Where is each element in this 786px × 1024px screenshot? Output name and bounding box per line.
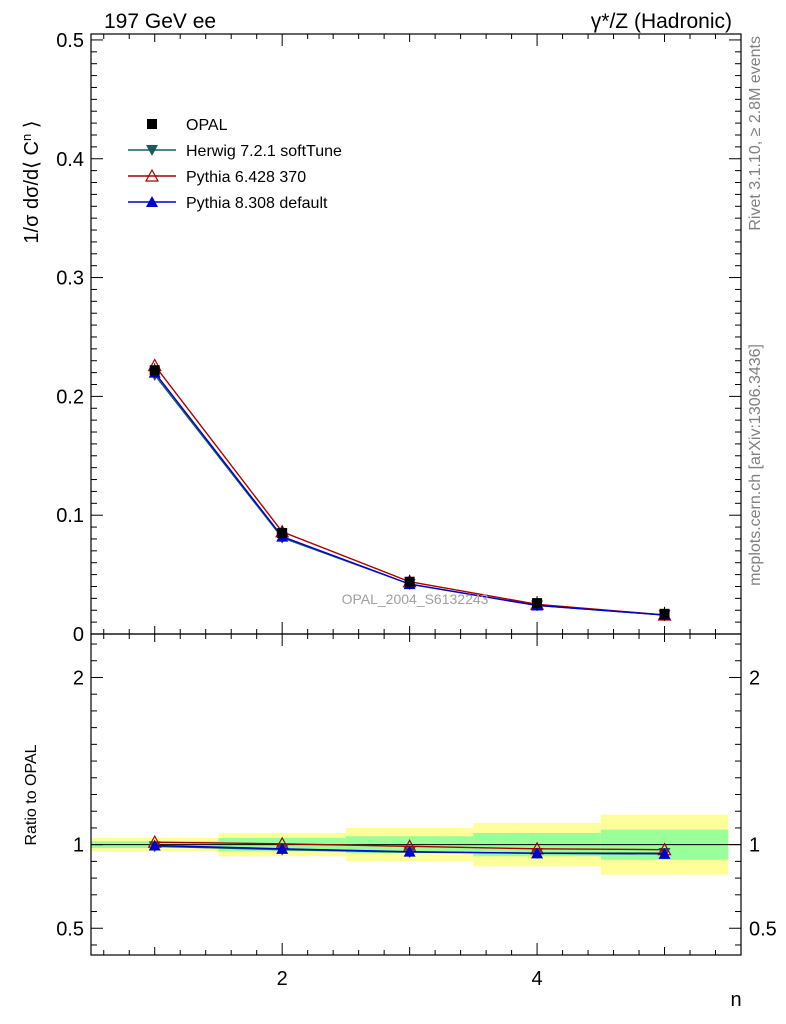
xtick-label-1: 2 (277, 968, 288, 990)
legend-marker-3 (144, 168, 160, 182)
xtick-label-2: 4 (532, 968, 543, 990)
legend-label-3: Pythia 6.428 370 (186, 169, 306, 186)
legend-marker-1 (147, 119, 157, 129)
legend-marker-2 (146, 145, 158, 156)
mcplots-label: mcplots.cern.ch [arXiv:1306.3436] (747, 344, 764, 586)
ratio-point-s3-4 (531, 847, 544, 859)
legend-label-4: Pythia 8.308 default (186, 195, 328, 212)
ratio-panel-frame (90, 633, 742, 956)
ratio-ytick-label-l-1: 0.5 (56, 918, 84, 940)
main-ytick-label-5: 0.4 (56, 149, 84, 171)
main-y-axis-title: 1/σ dσ/d⟨ Cn ⟩ (19, 120, 44, 243)
svg-text:1/σ dσ/d⟨ Cn ⟩: 1/σ dσ/d⟨ Cn ⟩ (19, 120, 44, 243)
data-point-1 (149, 365, 160, 376)
main-ytick-label-1: 0 (73, 624, 84, 646)
main-series-group (147, 358, 672, 621)
legend-label-2: Herwig 7.2.1 softTune (186, 143, 342, 160)
ratio-point-s3-2 (276, 842, 289, 854)
ratio-point-s3-5 (658, 847, 671, 859)
ratio-ytick-label-r-1: 0.5 (749, 918, 777, 940)
ratio-point-s3-1 (148, 839, 161, 851)
rivet-version-label: Rivet 3.1.10, ≥ 2.8M events (747, 36, 764, 231)
main-ytick-label-2: 0.1 (56, 505, 84, 527)
legend-marker-4 (146, 196, 158, 207)
axis-ticks (91, 34, 742, 955)
data-point-2 (277, 528, 288, 539)
analysis-watermark: OPAL_2004_S6132243 (342, 591, 489, 607)
data-point-5 (659, 608, 670, 619)
legend-label-1: OPAL (186, 117, 228, 134)
ratio-ytick-label-l-3: 2 (73, 667, 84, 689)
header-process-label: γ*/Z (Hadronic) (591, 10, 732, 33)
ratio-ytick-label-r-3: 2 (749, 667, 760, 689)
ratio-ytick-label-l-2: 1 (73, 835, 84, 857)
data-point-3 (404, 576, 415, 587)
ratio-point-s3-3 (403, 845, 416, 857)
legend: OPAL Herwig 7.2.1 softTune Pythia 6.428 37… (128, 117, 342, 212)
ratio-ytick-label-r-2: 1 (749, 835, 760, 857)
main-ytick-label-3: 0.2 (56, 386, 84, 408)
axis-tick-labels: 0 0.1 0.2 0.3 0.4 0.5 0.5 0.5 1 1 2 2 2 4 (56, 30, 777, 990)
main-ytick-label-4: 0.3 (56, 268, 84, 290)
ratio-series-group (147, 834, 672, 860)
ratio-y-axis-title: Ratio to OPAL (23, 744, 40, 845)
data-point-4 (532, 598, 543, 609)
main-ytick-label-6: 0.5 (56, 30, 84, 52)
header-energy-label: 197 GeV ee (104, 10, 216, 33)
x-axis-title: n (730, 989, 741, 1011)
